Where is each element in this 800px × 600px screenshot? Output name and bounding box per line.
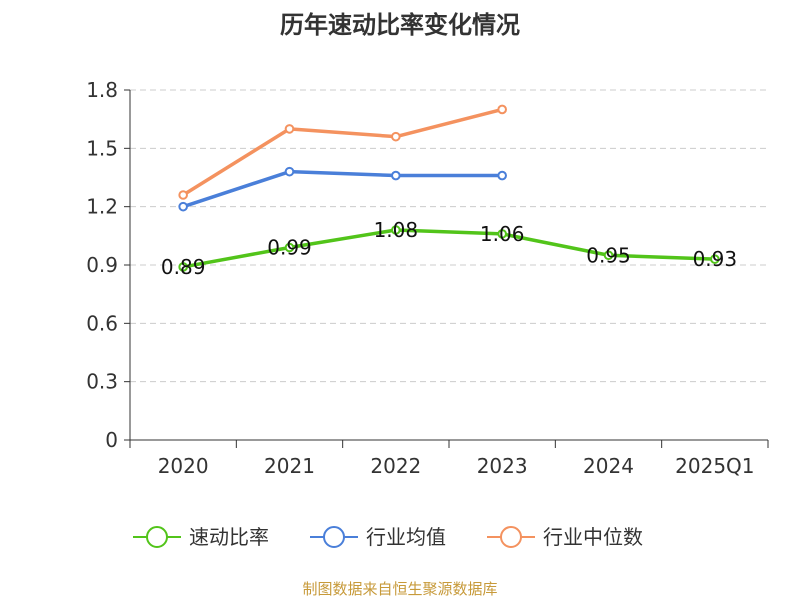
- y-tick-label: 0: [105, 428, 118, 452]
- data-point[interactable]: [391, 170, 401, 181]
- x-tick-label: 2024: [583, 454, 634, 478]
- x-tick-label: 2020: [158, 454, 209, 478]
- series-0: [178, 225, 720, 272]
- data-label: 0.95: [586, 243, 631, 267]
- y-tick-label: 1.8: [86, 78, 118, 102]
- data-point[interactable]: [497, 170, 507, 181]
- series-line: [182, 107, 503, 197]
- legend-label: 速动比率: [189, 525, 269, 549]
- y-tick-label: 0.6: [86, 311, 118, 335]
- legend-item-1[interactable]: 行业均值: [310, 525, 446, 549]
- data-point[interactable]: [710, 254, 720, 264]
- series-line: [182, 228, 715, 269]
- chart-title: 历年速动比率变化情况: [280, 11, 520, 39]
- x-tick-label: 2025Q1: [675, 454, 754, 478]
- legend-item-2[interactable]: 行业中位数: [487, 525, 643, 549]
- data-point[interactable]: [284, 124, 295, 134]
- data-point[interactable]: [391, 225, 401, 235]
- x-tick-label: 2022: [370, 454, 421, 478]
- series-1: [178, 166, 507, 212]
- data-label: 0.93: [693, 247, 738, 271]
- y-tick-label: 1.5: [86, 136, 118, 160]
- data-label: 1.06: [480, 222, 525, 246]
- source-note: 制图数据来自恒生聚源数据库: [302, 580, 497, 598]
- legend-marker: [146, 526, 168, 548]
- data-label: 1.08: [374, 218, 419, 242]
- y-tick-label: 0.9: [86, 253, 118, 277]
- data-label: 0.99: [267, 236, 312, 260]
- legend-label: 行业中位数: [543, 525, 643, 549]
- legend[interactable]: 速动比率 行业均值 行业中位数: [133, 525, 643, 549]
- series-layer: [178, 104, 720, 272]
- grid-lines: [130, 89, 768, 383]
- series-2: [178, 104, 507, 200]
- data-labels: 0.89 0.99 1.08 1.06 0.95 0.93: [161, 218, 737, 279]
- data-point[interactable]: [497, 229, 507, 239]
- data-point[interactable]: [391, 131, 401, 142]
- axes: 0 0.3 0.6 0.9 1.2 1.5 1.8 2020 2021 2022 2023 2024 2…: [86, 78, 769, 478]
- data-point[interactable]: [178, 201, 188, 212]
- legend-label: 行业均值: [366, 525, 446, 549]
- data-point[interactable]: [284, 242, 295, 253]
- data-point[interactable]: [178, 190, 188, 200]
- series-line: [182, 169, 503, 209]
- legend-item-0[interactable]: 速动比率: [133, 525, 269, 549]
- legend-marker: [323, 526, 345, 548]
- data-point[interactable]: [497, 104, 507, 115]
- x-tick-label: 2021: [264, 454, 315, 478]
- data-point[interactable]: [178, 262, 188, 272]
- y-tick-label: 1.2: [86, 195, 118, 219]
- legend-marker: [500, 526, 522, 548]
- y-tick-label: 0.3: [86, 370, 118, 394]
- data-label: 0.89: [161, 255, 206, 279]
- data-point[interactable]: [603, 250, 614, 261]
- x-tick-label: 2023: [477, 454, 528, 478]
- data-point[interactable]: [284, 166, 295, 177]
